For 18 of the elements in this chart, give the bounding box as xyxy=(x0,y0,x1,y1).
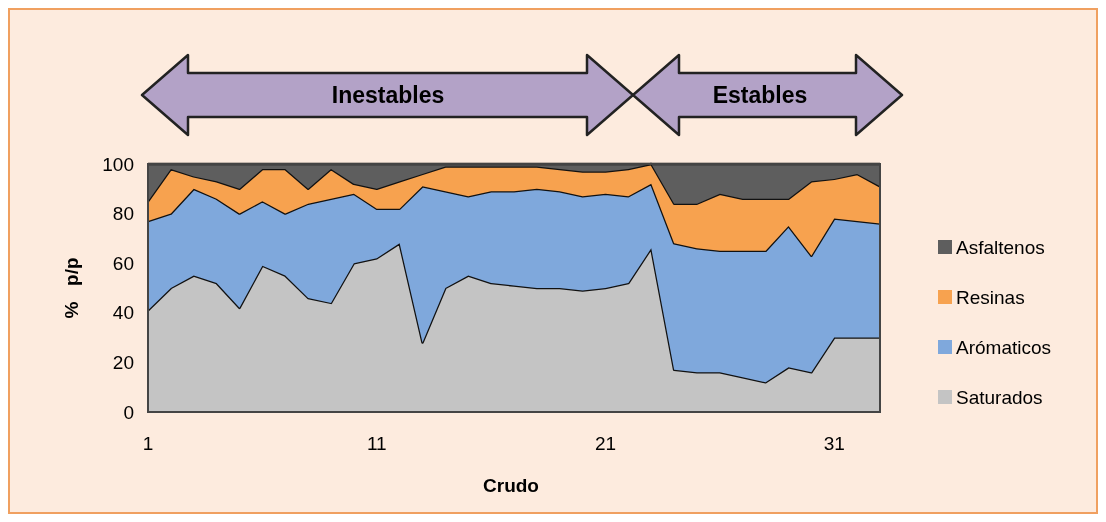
y-tick-label: 0 xyxy=(123,401,134,423)
y-tick-label: 60 xyxy=(112,252,134,274)
y-tick-label: 20 xyxy=(112,352,134,374)
x-tick-label: 21 xyxy=(594,433,617,454)
legend-label: Saturados xyxy=(956,386,1043,408)
legend-label: Asfaltenos xyxy=(956,236,1045,258)
y-axis-title: % p/p xyxy=(61,257,82,319)
legend-label: Arómaticos xyxy=(956,336,1052,358)
x-tick-label: 11 xyxy=(366,433,387,454)
y-tick-label: 100 xyxy=(102,153,134,175)
x-tick-label: 31 xyxy=(823,433,845,454)
x-axis-title: Crudo xyxy=(483,475,539,496)
text: Inestables xyxy=(331,82,445,109)
y-tick-label: 80 xyxy=(112,203,134,225)
x-tick-label: 1 xyxy=(142,433,154,454)
text: Estables xyxy=(712,82,808,109)
legend-label: Resinas xyxy=(956,286,1025,308)
y-tick-label: 40 xyxy=(112,302,134,324)
